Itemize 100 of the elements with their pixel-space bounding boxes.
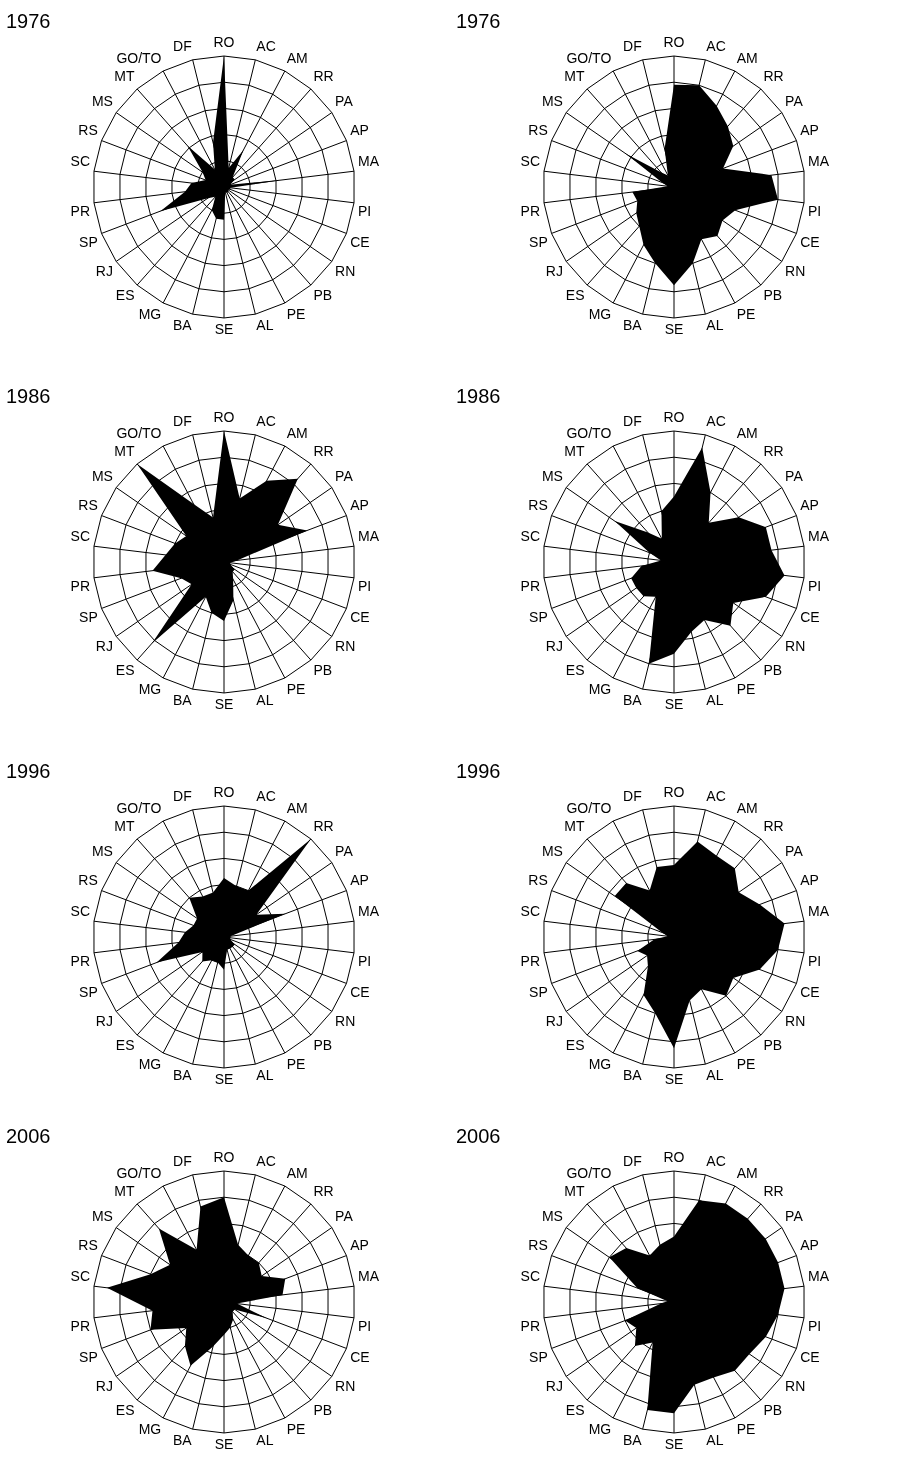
spoke-label: PI [808, 1317, 822, 1334]
spoke-label: AL [706, 317, 724, 334]
spoke-label: MG [588, 1055, 612, 1072]
spoke-label: RO [213, 784, 235, 801]
spoke-label: CE [800, 234, 820, 251]
spoke-label: SC [520, 1268, 540, 1285]
spoke-label: RJ [95, 1377, 113, 1394]
spoke-label: ES [565, 1402, 585, 1419]
spoke-label: SP [79, 984, 98, 1001]
spoke-label: PR [70, 952, 90, 969]
spoke-label: SP [529, 984, 548, 1001]
spoke-label: CE [350, 984, 370, 1001]
spoke-label: MG [138, 305, 162, 322]
spoke-label: AM [286, 799, 308, 816]
spoke-label: RO [663, 784, 685, 801]
spoke-label: ES [115, 1037, 135, 1054]
spoke-label: PR [520, 202, 540, 219]
spoke-label: AP [800, 871, 819, 888]
spoke-label: RS [78, 496, 98, 513]
spoke-label: SC [70, 903, 90, 920]
spoke-label: GO/TO [116, 424, 162, 441]
spoke-label: BA [623, 692, 643, 709]
spoke-label: RR [313, 1183, 334, 1200]
spoke-label: MS [91, 842, 113, 859]
spoke-label: RN [785, 637, 806, 654]
spoke-label: CE [800, 984, 820, 1001]
spoke-label: RR [313, 68, 334, 85]
spoke-label: PA [335, 842, 354, 859]
spoke-label: MS [541, 1207, 563, 1224]
spoke-label: SC [520, 153, 540, 170]
spoke-label: PE [286, 1420, 306, 1437]
spoke-label: AC [706, 413, 726, 430]
spoke-label: PI [358, 952, 372, 969]
spoke-label: RN [335, 637, 356, 654]
spoke-label: ES [115, 287, 135, 304]
spoke-label: PR [520, 952, 540, 969]
spoke-label: GO/TO [116, 1164, 162, 1181]
spoke-label: DF [173, 38, 192, 55]
spoke-label: PE [736, 305, 756, 322]
spoke-label: PA [785, 92, 804, 109]
spoke-label: ES [565, 662, 585, 679]
spoke-label: SC [70, 1268, 90, 1285]
spoke-label: PB [763, 1402, 783, 1419]
spoke-label: PA [785, 842, 804, 859]
spoke-label: SE [214, 1071, 234, 1088]
chart-title: 2006 [456, 1125, 501, 1148]
spoke-label: MT [114, 443, 135, 460]
spoke-label: MA [358, 903, 380, 920]
spoke-label: RR [763, 443, 784, 460]
spoke-label: MA [808, 903, 830, 920]
spoke-label: PI [358, 577, 372, 594]
spoke-label: PE [286, 1055, 306, 1072]
spoke-label: SC [520, 903, 540, 920]
spoke-label: BA [623, 1067, 643, 1084]
spoke-label: AC [256, 38, 276, 55]
spoke-label: RR [763, 1183, 784, 1200]
spoke-label: PB [313, 662, 333, 679]
spoke-label: PB [763, 287, 783, 304]
spoke-label: RS [528, 871, 548, 888]
spoke-label: SP [529, 609, 548, 626]
spoke-label: AM [736, 1164, 758, 1181]
spoke-label: SP [79, 234, 98, 251]
spoke-label: AM [736, 49, 758, 66]
spoke-label: MG [588, 680, 612, 697]
spoke-label: PE [736, 1420, 756, 1437]
spoke-label: CE [800, 1349, 820, 1366]
spoke-label: RO [213, 409, 235, 426]
spoke-label: ES [565, 287, 585, 304]
spoke-label: GO/TO [116, 799, 162, 816]
spoke-label: DF [623, 413, 642, 430]
spoke-label: BA [173, 1432, 193, 1449]
spoke-label: PI [808, 202, 822, 219]
spoke-label: PE [736, 680, 756, 697]
spoke-label: RJ [545, 262, 563, 279]
spoke-label: RO [663, 34, 685, 51]
spoke-label: GO/TO [566, 424, 612, 441]
spoke-label: AM [286, 424, 308, 441]
spoke-label: PR [70, 577, 90, 594]
spoke-label: RO [213, 1149, 235, 1166]
spoke-label: AC [256, 413, 276, 430]
spoke-label: MT [564, 818, 585, 835]
spoke-label: MA [808, 153, 830, 170]
spoke-label: AP [800, 496, 819, 513]
spoke-label: MT [114, 68, 135, 85]
spoke-label: MA [358, 1268, 380, 1285]
spoke-label: AC [706, 38, 726, 55]
spoke-label: BA [173, 1067, 193, 1084]
spoke-label: RS [528, 1236, 548, 1253]
spoke-label: GO/TO [566, 49, 612, 66]
spoke-label: MG [588, 1420, 612, 1437]
spoke-label: PR [70, 202, 90, 219]
spoke-label: AP [350, 1236, 369, 1253]
spoke-label: CE [350, 234, 370, 251]
chart-title: 1976 [6, 10, 51, 33]
spoke-label: RJ [95, 637, 113, 654]
spoke-label: DF [623, 788, 642, 805]
chart-title: 1976 [456, 10, 501, 33]
spoke-label: RR [763, 818, 784, 835]
spoke-label: SP [79, 1349, 98, 1366]
spoke-label: CE [350, 609, 370, 626]
